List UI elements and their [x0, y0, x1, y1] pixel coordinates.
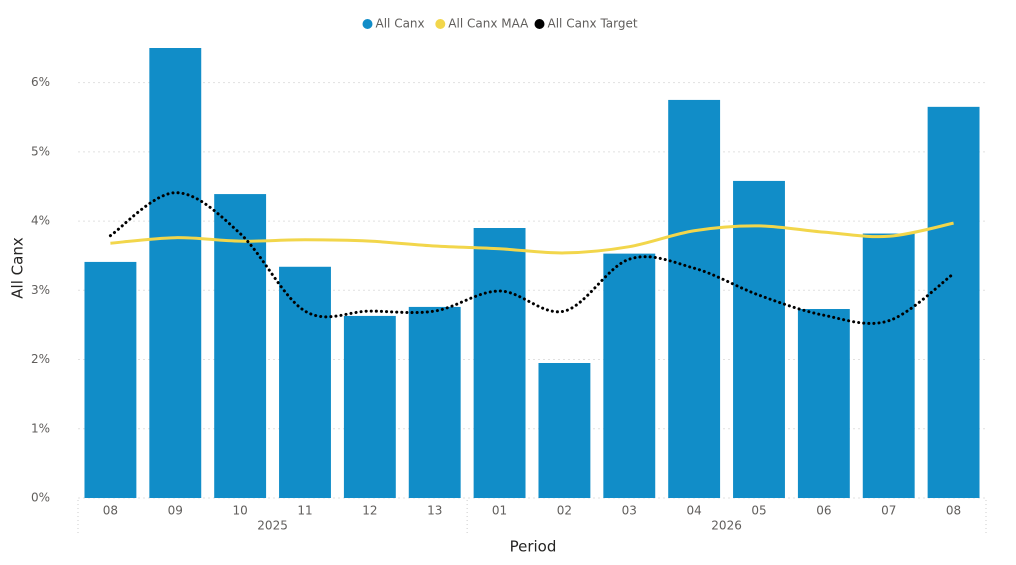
x-group-label: 2026	[711, 519, 742, 533]
x-axis-title: Period	[510, 538, 557, 556]
x-tick-label: 07	[881, 504, 896, 518]
y-tick-label: 1%	[31, 421, 50, 435]
bar	[214, 194, 267, 499]
y-tick-label: 3%	[31, 283, 50, 297]
y-tick-label: 0%	[31, 491, 50, 505]
bar	[668, 99, 721, 498]
legend-marker	[534, 19, 545, 29]
y-tick-label: 2%	[31, 352, 50, 366]
bar	[149, 48, 202, 498]
y-tick-label: 6%	[31, 75, 50, 89]
bar	[408, 306, 461, 498]
legend-label: All Canx MAA	[448, 17, 529, 31]
y-axis-title: All Canx	[9, 237, 27, 299]
bar	[279, 266, 331, 498]
x-tick-label: 12	[362, 504, 377, 518]
x-tick-label: 08	[103, 504, 118, 518]
legend-marker	[435, 19, 446, 29]
y-tick-label: 4%	[31, 214, 50, 228]
bar	[927, 106, 980, 498]
legend-marker	[362, 19, 373, 29]
x-tick-label: 05	[751, 504, 766, 518]
bar	[603, 253, 656, 498]
bar	[84, 261, 137, 498]
x-tick-label: 03	[622, 504, 637, 518]
bar	[473, 228, 526, 498]
legend-label: All Canx	[376, 17, 425, 31]
x-tick-label: 01	[492, 504, 507, 518]
bar	[538, 363, 591, 498]
x-tick-label: 09	[168, 504, 183, 518]
legend-label: All Canx Target	[548, 17, 638, 31]
x-tick-label: 04	[687, 504, 702, 518]
line-series	[108, 191, 956, 325]
x-tick-label: 13	[427, 504, 442, 518]
x-tick-label: 08	[946, 504, 961, 518]
x-group-label: 2025	[257, 519, 288, 533]
x-tick-label: 02	[557, 504, 572, 518]
x-tick-label: 06	[816, 504, 831, 518]
y-tick-label: 5%	[31, 144, 50, 158]
bar	[862, 233, 915, 499]
bar	[797, 309, 850, 498]
bar	[733, 180, 785, 498]
line-series	[110, 221, 954, 255]
x-tick-label: 11	[297, 504, 312, 518]
bar	[343, 315, 396, 498]
x-tick-label: 10	[233, 504, 248, 518]
